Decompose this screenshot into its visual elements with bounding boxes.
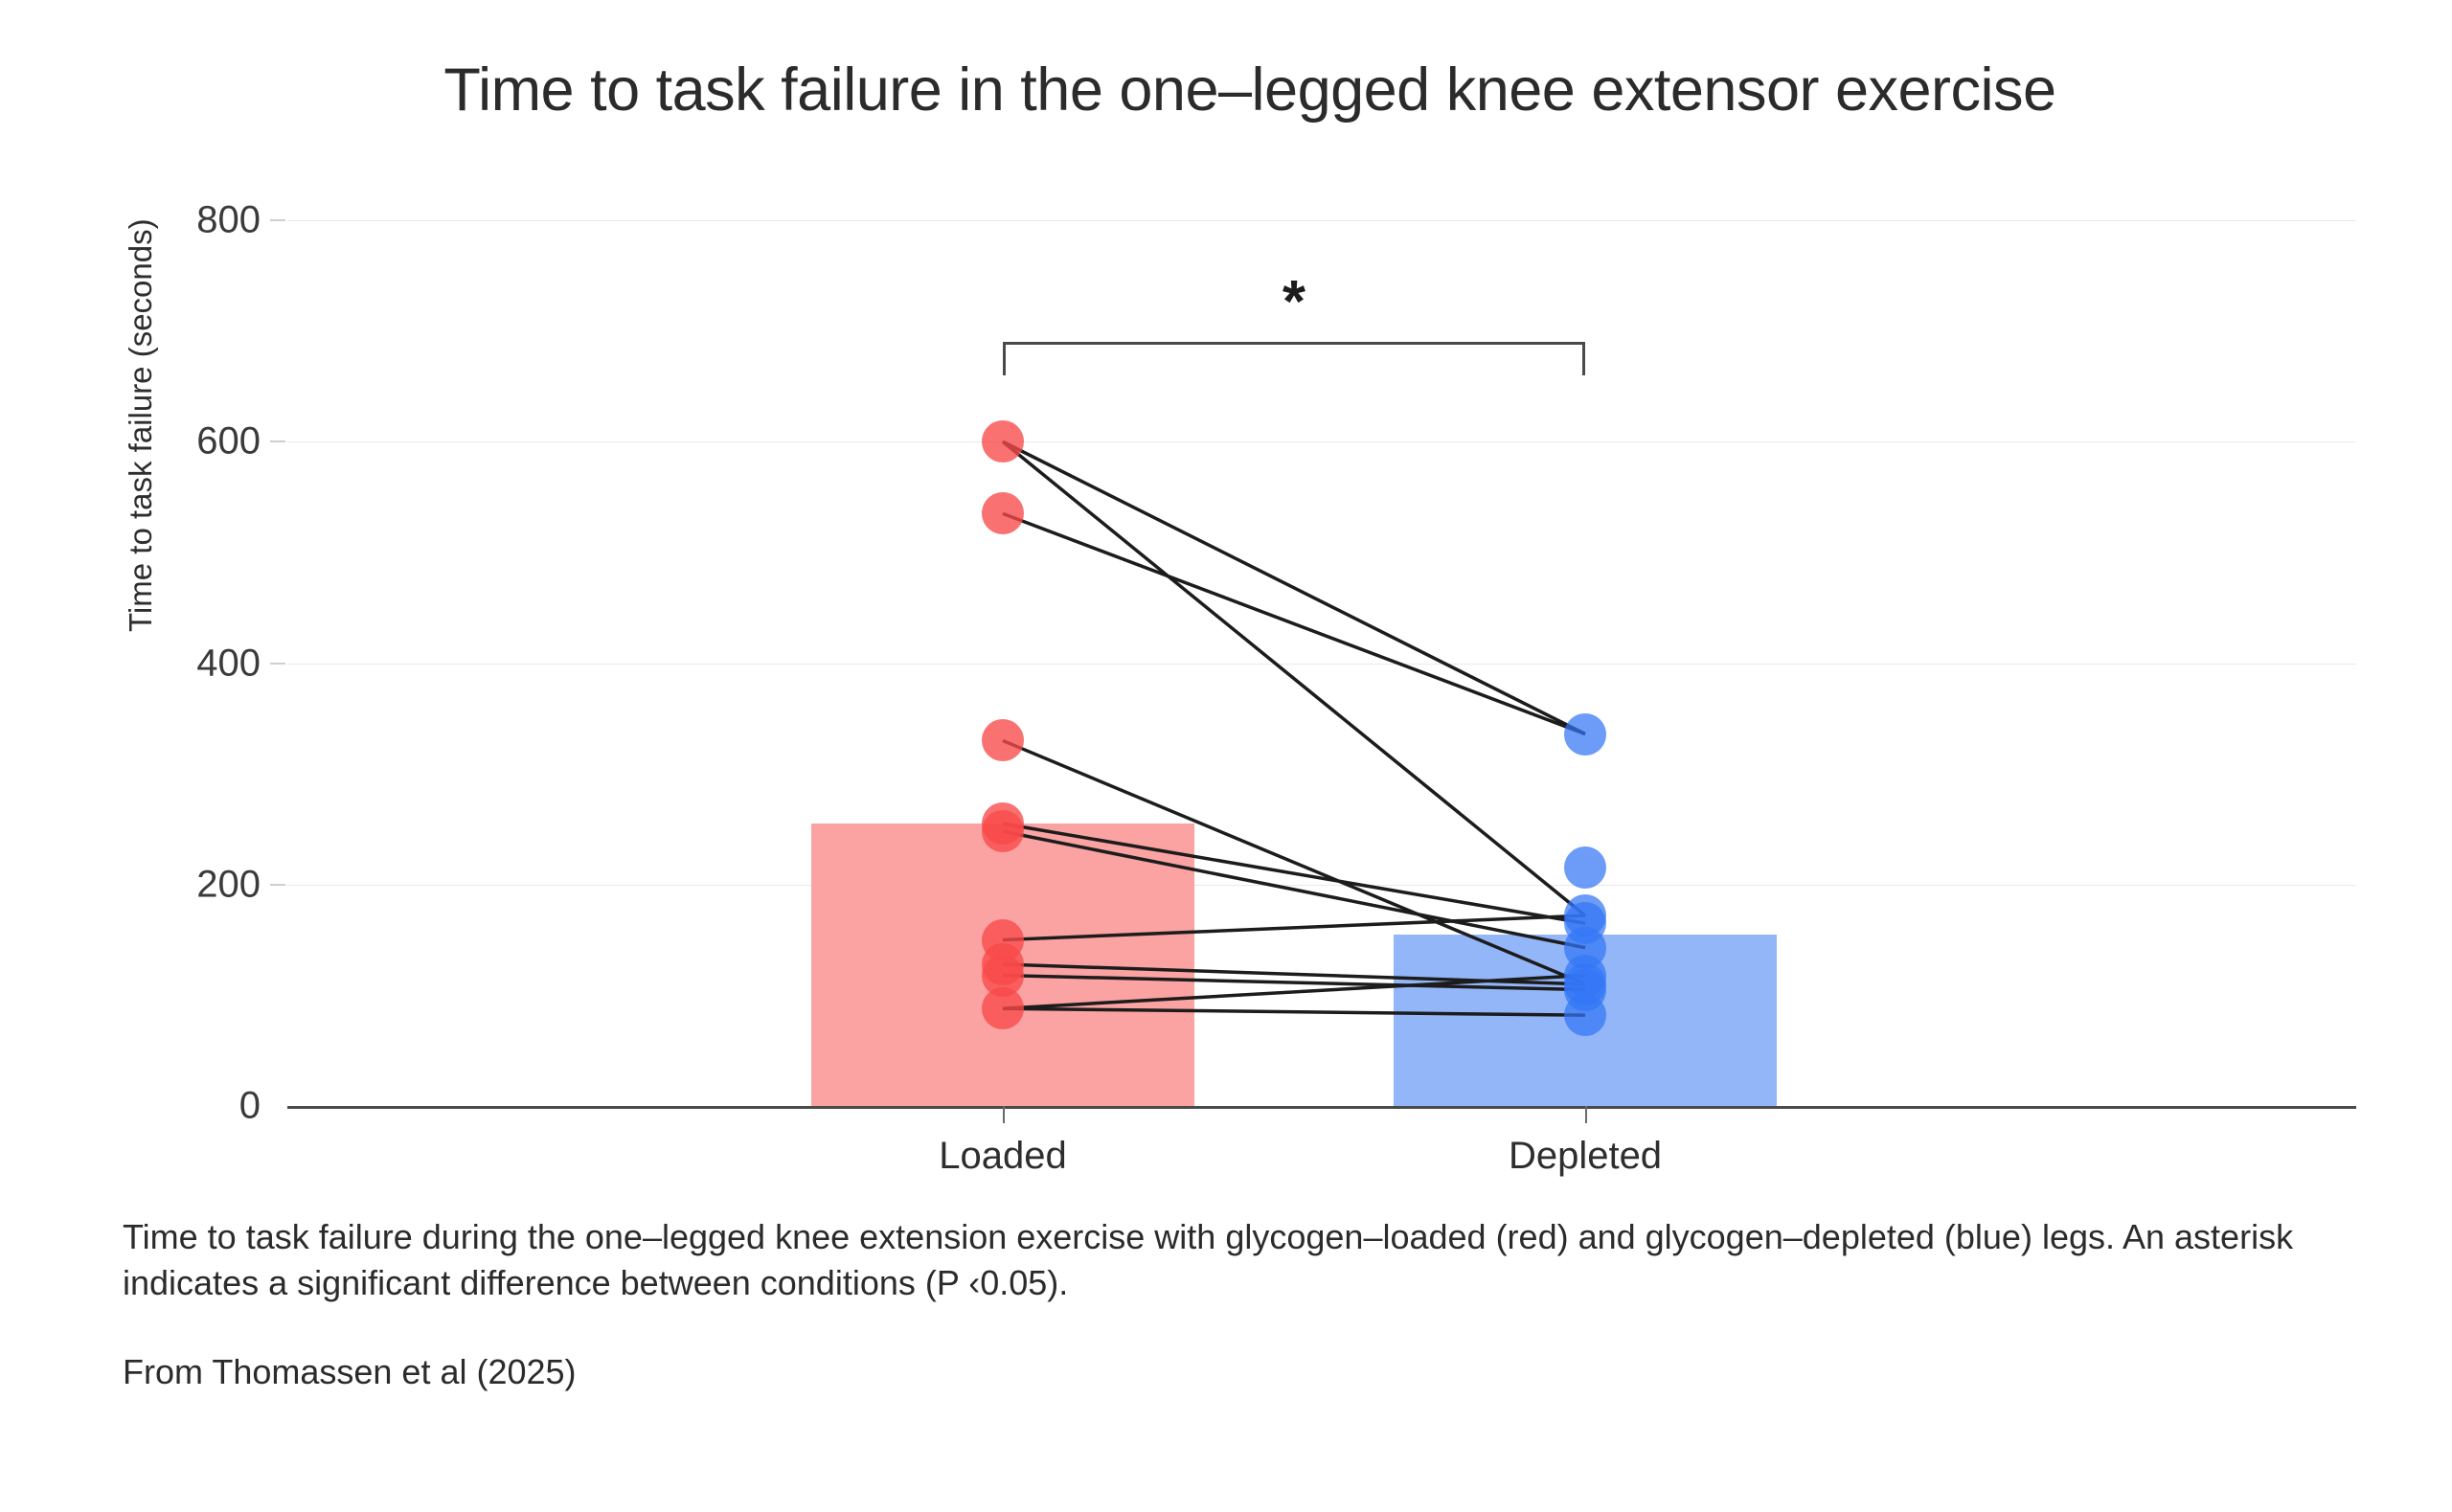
gridline: [287, 884, 2356, 886]
data-point-loaded: [982, 987, 1024, 1030]
plot-area: 0 200 400 600 800 Loaded Depleted *: [196, 199, 2356, 1177]
data-point-depleted: [1564, 846, 1606, 890]
data-point-depleted: [1564, 994, 1606, 1037]
chart-title: Time to task failure in the one–legged k…: [443, 56, 2056, 124]
y-tick-label: 600: [196, 419, 261, 463]
y-tick-label: 0: [238, 1084, 261, 1127]
gridline: [287, 441, 2356, 443]
y-tick-label: 800: [196, 198, 261, 241]
figure-credit: From Thomassen et al (2025): [123, 1352, 577, 1391]
data-point-loaded: [982, 492, 1024, 535]
significance-bracket: [1003, 342, 1585, 376]
significance-asterisk: *: [1282, 269, 1306, 336]
figure-caption: Time to task failure during the one–legg…: [123, 1217, 2294, 1302]
y-tick-mark: [270, 883, 285, 886]
connector-line: [1002, 511, 1586, 736]
y-tick-label: 400: [196, 642, 261, 684]
x-tick-label-loaded: Loaded: [939, 1135, 1067, 1177]
x-axis-line: [287, 1106, 2356, 1109]
gridline: [287, 220, 2356, 221]
data-point-loaded: [982, 719, 1024, 762]
gridline: [287, 663, 2356, 665]
data-point-depleted: [1564, 712, 1606, 756]
y-tick-mark: [270, 440, 285, 443]
connector-line: [1002, 440, 1586, 736]
y-tick-mark: [270, 662, 285, 665]
y-tick-label: 200: [196, 863, 261, 906]
x-tick-label-depleted: Depleted: [1508, 1135, 1663, 1177]
x-tick-mark: [1003, 1106, 1005, 1123]
x-tick-mark: [1585, 1106, 1587, 1123]
data-point-loaded: [982, 810, 1024, 853]
data-point-loaded: [982, 420, 1024, 463]
y-tick-mark: [270, 219, 285, 221]
